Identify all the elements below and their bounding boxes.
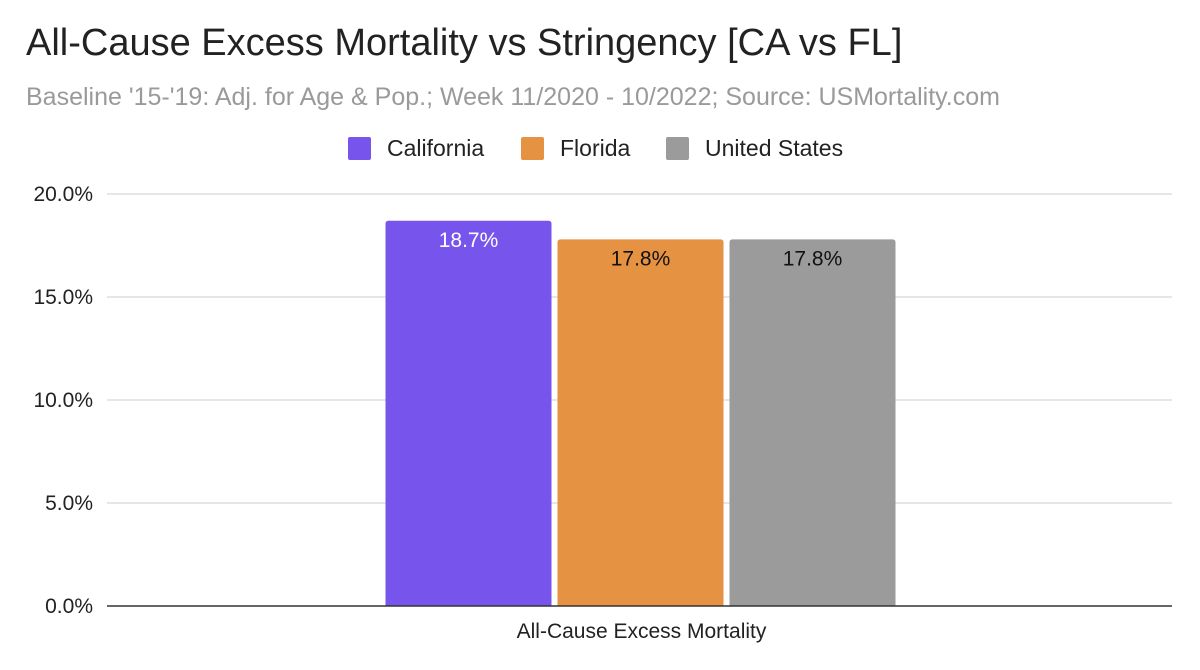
bar-california <box>385 220 552 606</box>
x-axis: All-Cause Excess Mortality <box>107 605 1172 643</box>
bars: 18.7% 17.8% 17.8% <box>385 220 896 606</box>
legend-label-florida: Florida <box>560 135 631 161</box>
legend: California Florida United States <box>348 135 843 161</box>
data-label-california: 18.7% <box>439 229 499 252</box>
bar-florida <box>557 239 724 606</box>
legend-swatch-florida <box>521 137 544 160</box>
chart-title: All-Cause Excess Mortality vs Stringency… <box>26 22 903 64</box>
x-category-label: All-Cause Excess Mortality <box>517 620 767 643</box>
data-label-florida: 17.8% <box>611 247 671 270</box>
chart-subtitle: Baseline '15-'19: Adj. for Age & Pop.; W… <box>26 83 1000 111</box>
data-label-united-states: 17.8% <box>783 247 843 270</box>
y-tick-label: 20.0% <box>33 183 93 206</box>
y-tick-label: 15.0% <box>33 286 93 309</box>
y-tick-label: 5.0% <box>45 492 93 515</box>
legend-swatch-united-states <box>666 137 689 160</box>
legend-swatch-california <box>348 137 371 160</box>
y-tick-label: 10.0% <box>33 389 93 412</box>
legend-label-united-states: United States <box>705 135 843 161</box>
y-tick-label: 0.0% <box>45 595 93 618</box>
legend-label-california: California <box>387 135 484 161</box>
bar-united-states <box>729 239 896 606</box>
y-axis-ticks: 0.0% 5.0% 10.0% 15.0% 20.0% <box>33 183 93 618</box>
